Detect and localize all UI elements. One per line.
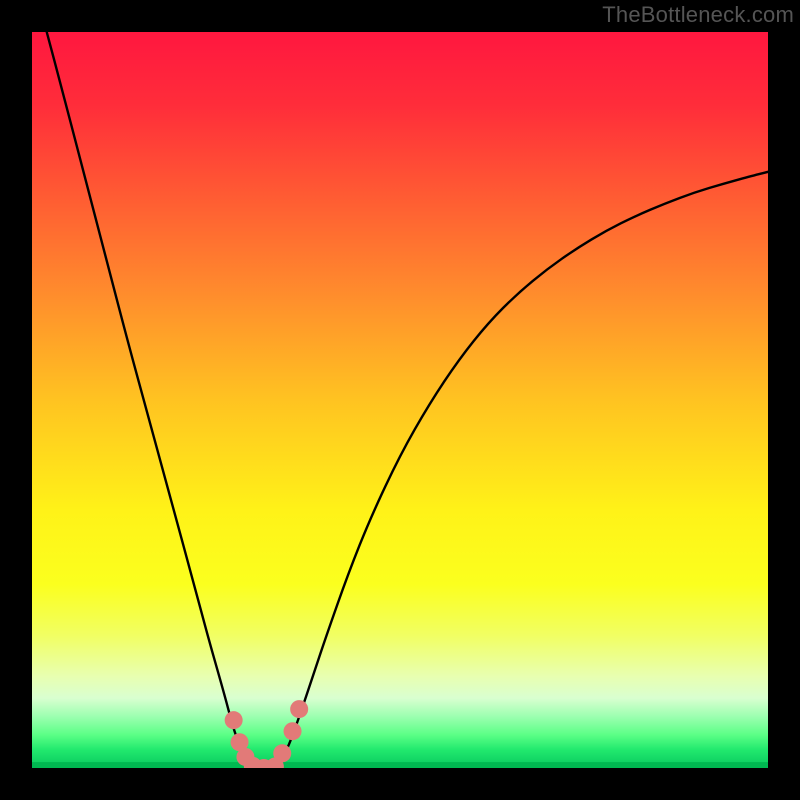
curve-marker: [273, 744, 291, 762]
curve-marker: [225, 711, 243, 729]
curve-marker: [284, 722, 302, 740]
curve-marker: [290, 700, 308, 718]
bottom-green-strip: [32, 762, 768, 768]
bottleneck-curve-chart: [32, 32, 768, 768]
chart-area: [32, 32, 768, 768]
watermark-text: TheBottleneck.com: [602, 2, 794, 28]
chart-background: [32, 32, 768, 768]
